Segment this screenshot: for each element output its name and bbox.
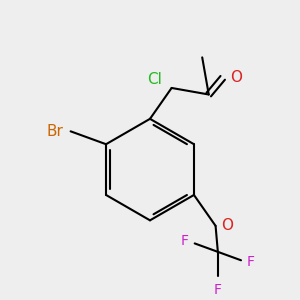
Text: Cl: Cl xyxy=(147,72,162,87)
Text: Br: Br xyxy=(46,124,63,139)
Text: O: O xyxy=(230,70,242,85)
Text: O: O xyxy=(221,218,233,233)
Text: F: F xyxy=(181,234,189,248)
Text: F: F xyxy=(214,283,222,297)
Text: F: F xyxy=(247,256,255,269)
